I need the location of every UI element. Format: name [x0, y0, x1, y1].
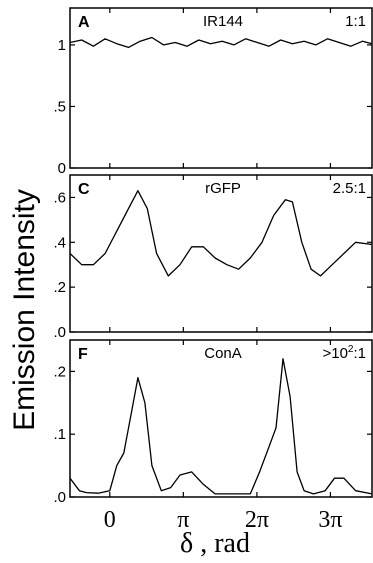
y-tick-label: .0: [53, 324, 66, 341]
panel-letter: C: [78, 181, 90, 198]
y-tick-label: .1: [53, 426, 66, 443]
panel-title: ConA: [204, 345, 242, 362]
panel-f: .0 .1 .2 F ConA >102:1: [53, 339, 373, 506]
x-tick-label: 2π: [245, 507, 269, 533]
y-tick-label: .2: [53, 279, 66, 296]
panel-letter: F: [78, 346, 88, 363]
panel-ratio: 2.5:1: [333, 180, 366, 197]
y-axis-title: Emission Intensity: [8, 189, 41, 431]
y-tick-label: .4: [53, 234, 66, 251]
x-axis-title: δ , rad: [180, 528, 250, 559]
panel-title: rGFP: [205, 180, 241, 197]
panel-frame: [69, 7, 373, 169]
y-tick-label: 0: [58, 160, 66, 177]
x-tick-label: 3π: [318, 507, 342, 533]
panel-a: 0 .5 1A IR144 1:1: [53, 7, 373, 177]
series-line: [69, 190, 373, 277]
y-tick-label: .2: [53, 363, 66, 380]
y-tick-label: .0: [53, 489, 66, 506]
y-tick-label: .5: [53, 98, 66, 115]
x-tick-label: 0: [104, 507, 116, 533]
panel-frame: [69, 174, 373, 333]
x-axis-ticks: 0 π 2π 3π: [104, 507, 343, 533]
panel-ratio: 1:1: [345, 13, 366, 30]
panel-title: IR144: [203, 13, 243, 30]
x-tick-label: π: [177, 507, 189, 533]
y-tick-label: .6: [53, 189, 66, 206]
series-line: [69, 358, 373, 495]
y-tick-label: 1: [58, 37, 66, 54]
panel-ratio-exponent: 2: [348, 344, 354, 355]
panel-ratio: >102:1: [322, 344, 366, 362]
series-line: [69, 36, 373, 49]
panel-letter: A: [78, 14, 90, 31]
panel-ratio-suffix: :1: [353, 345, 366, 362]
panel-frame: [69, 339, 373, 498]
